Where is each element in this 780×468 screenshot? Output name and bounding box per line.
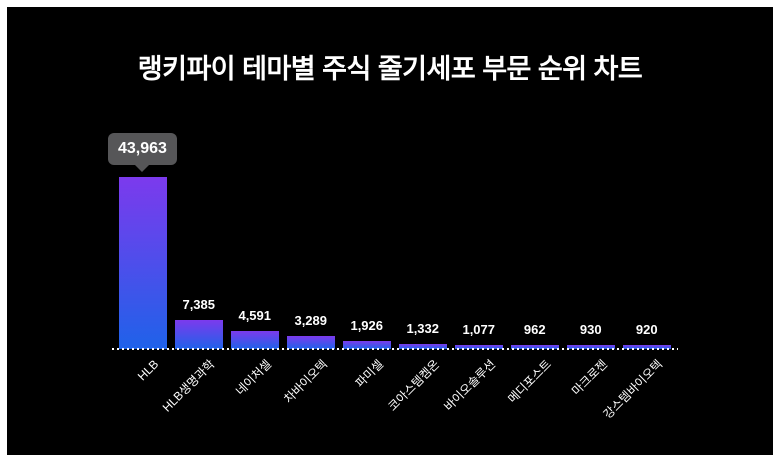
- x-axis-label: HLB: [135, 357, 162, 384]
- x-axis-label: 바이오솔루션: [440, 357, 498, 414]
- x-axis-label: 파미셀: [352, 357, 386, 391]
- bar-value-label: 1,332: [406, 320, 440, 336]
- bar-value-label: 1,077: [462, 321, 496, 337]
- bar-plot: 43,963 HLB 7,385 HLB생명과학 4,591 네이처셀 3,289 차바이오…: [7, 7, 773, 455]
- bar-value-label: 7,385: [182, 297, 216, 313]
- chart-bar[interactable]: [118, 177, 167, 349]
- bar-value-label: 1,926: [350, 318, 384, 334]
- x-axis-label: HLB생명과학: [160, 357, 218, 415]
- chart-bar[interactable]: [230, 331, 279, 349]
- x-axis-label: 네이처셀: [232, 357, 274, 399]
- x-axis-baseline: [112, 348, 678, 350]
- bar-value-label: 930: [579, 322, 602, 338]
- bar-value-label: 920: [635, 322, 658, 338]
- bar-value-label: 962: [523, 322, 546, 338]
- chart-bar[interactable]: [566, 345, 615, 349]
- x-axis-label: 코아스템켐온: [384, 357, 442, 414]
- x-axis-label: 차바이오텍: [280, 357, 330, 406]
- chart-canvas: 랭키파이 테마별 주식 줄기세포 부문 순위 차트 43,963 HLB 7,38…: [7, 7, 773, 455]
- chart-bar[interactable]: [174, 320, 223, 349]
- chart-bar[interactable]: [454, 344, 503, 349]
- chart-bar[interactable]: [510, 345, 559, 349]
- chart-title: 랭키파이 테마별 주식 줄기세포 부문 순위 차트: [137, 54, 643, 84]
- x-axis-label: 메디포스트: [504, 357, 554, 406]
- x-axis-label: 마크로젠: [568, 357, 610, 399]
- chart-bar[interactable]: [622, 345, 671, 349]
- chart-bar[interactable]: [286, 336, 335, 349]
- tooltip-caret-icon: [135, 165, 150, 172]
- chart-bar[interactable]: [342, 341, 391, 349]
- chart-bar[interactable]: [398, 343, 447, 349]
- tooltip-value: 43,963: [118, 140, 167, 157]
- bar-value-label: 4,591: [238, 308, 272, 324]
- bar-value-label: 3,289: [294, 313, 328, 329]
- x-axis-label: 강스템바이오텍: [601, 357, 666, 422]
- tooltip: 43,963: [108, 133, 177, 172]
